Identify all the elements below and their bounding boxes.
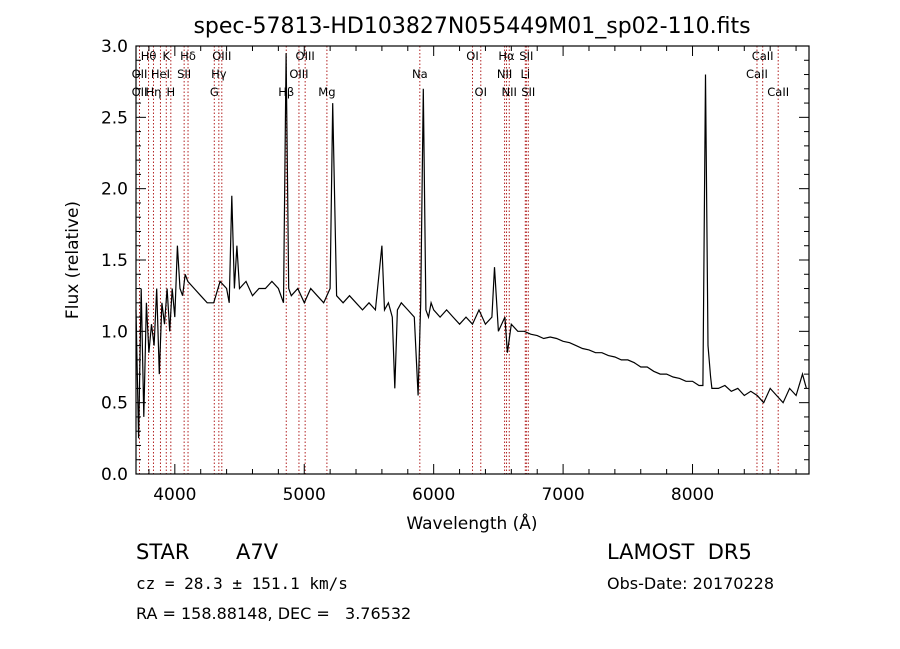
ra-dec: RA = 158.88148, DEC = 3.76532 (136, 604, 412, 623)
line-label: OI (466, 49, 478, 63)
chart-title: spec-57813-HD103827N055449M01_sp02-110.f… (193, 14, 750, 39)
line-label: OIII (289, 67, 308, 81)
observation-date: Obs-Date: 20170228 (607, 574, 775, 593)
line-label: Hδ (180, 49, 196, 63)
y-tick-label: 1.0 (101, 322, 128, 342)
y-tick-label: 0.5 (101, 394, 128, 414)
line-label: SII (521, 85, 535, 99)
y-tick-label: 1.5 (101, 251, 128, 271)
line-label: HeI (151, 67, 170, 81)
line-label: OIII (296, 49, 315, 63)
object-class: STAR (136, 540, 190, 564)
x-tick-label: 4000 (153, 485, 196, 505)
y-axis-label: Flux (relative) (63, 201, 83, 319)
line-label: SII (519, 49, 533, 63)
line-label: G (210, 85, 219, 99)
x-axis: 4000 5000 6000 7000 8000 (148, 46, 797, 505)
survey-name: LAMOST DR5 (607, 540, 752, 564)
y-tick-label: 3.0 (101, 37, 128, 57)
line-label: K (163, 49, 171, 63)
line-label: OIII (212, 49, 231, 63)
line-label: OI (475, 85, 487, 99)
line-label: Hη (146, 85, 162, 99)
line-label: Hα (498, 49, 515, 63)
line-label: CaII (746, 67, 768, 81)
line-label: Na (412, 67, 428, 81)
x-tick-label: 5000 (283, 485, 326, 505)
spectral-line-markers (138, 46, 779, 474)
y-axis: 0.0 0.5 1.0 1.5 2.0 2.5 3.0 (101, 37, 809, 485)
line-label: NII (502, 85, 517, 99)
line-label: NII (497, 67, 512, 81)
y-tick-label: 2.5 (101, 108, 128, 128)
x-tick-label: 8000 (671, 485, 714, 505)
line-label: SII (177, 67, 191, 81)
x-tick-label: 6000 (412, 485, 455, 505)
line-label: Mg (318, 85, 335, 99)
line-label: Hγ (211, 67, 227, 81)
y-tick-label: 0.0 (101, 465, 128, 485)
line-label: Hθ (141, 49, 157, 63)
line-label: OII (132, 67, 148, 81)
line-label: H (166, 85, 175, 99)
object-subclass: A7V (236, 540, 279, 564)
line-label: CaII (752, 49, 774, 63)
spectrum-line (135, 53, 807, 439)
x-axis-label: Wavelength (Å) (406, 512, 537, 534)
redshift-cz: cz = 28.3 ± 151.1 km/s (136, 574, 348, 593)
line-label: Li (520, 67, 530, 81)
y-tick-label: 2.0 (101, 180, 128, 200)
line-label: CaII (767, 85, 789, 99)
x-tick-label: 7000 (541, 485, 584, 505)
